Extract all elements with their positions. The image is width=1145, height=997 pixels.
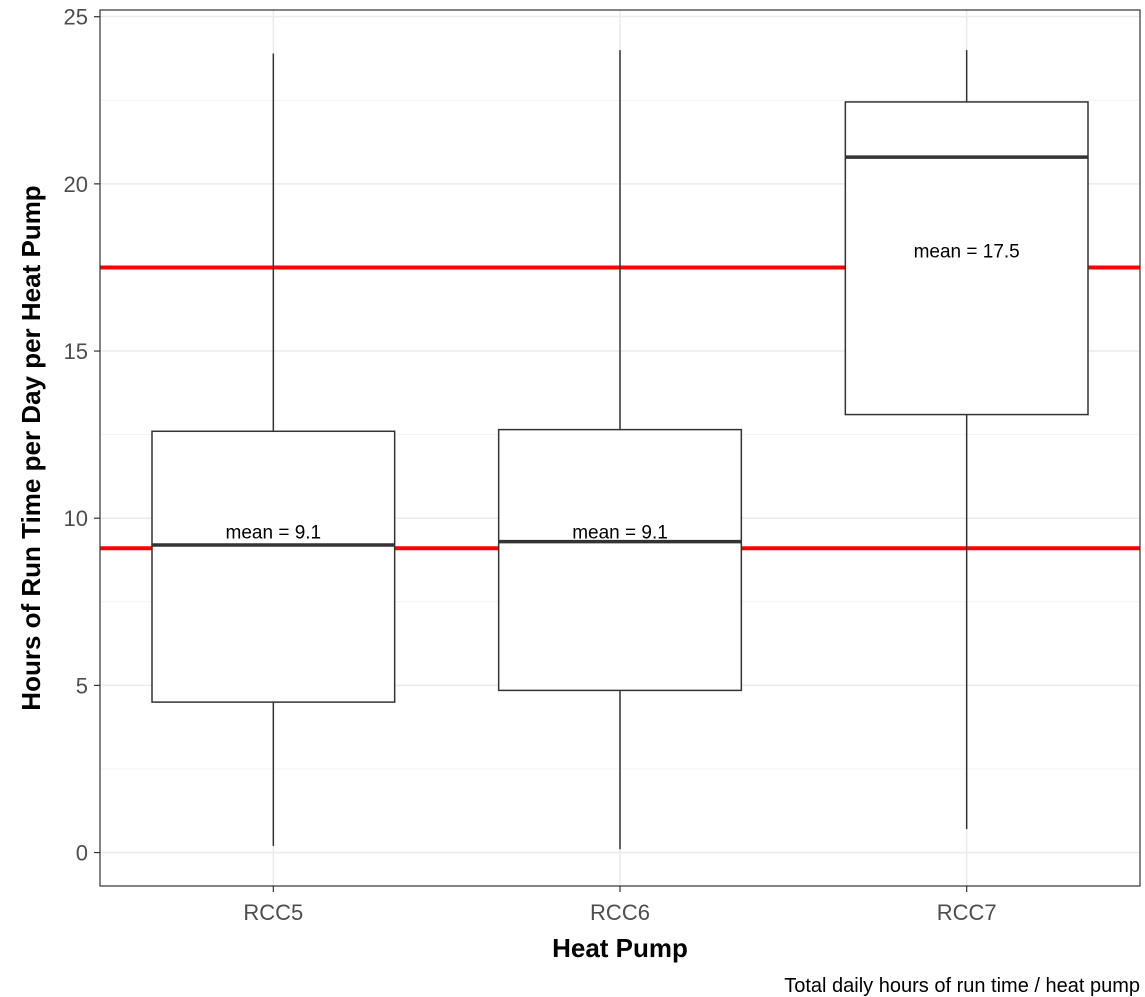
y-axis-title: Hours of Run Time per Day per Heat Pump (16, 185, 46, 710)
y-tick-label: 5 (76, 673, 88, 698)
mean-label: mean = 9.1 (572, 522, 668, 543)
y-tick-label: 20 (64, 172, 88, 197)
x-tick-label: RCC7 (937, 900, 997, 925)
y-tick-label: 25 (64, 5, 88, 30)
y-tick-label: 15 (64, 339, 88, 364)
box-rcc6 (497, 428, 743, 692)
mean-labels: mean = 9.1 mean = 9.1 mean = 17.5 (226, 241, 1020, 543)
y-tick-label: 10 (64, 506, 88, 531)
boxes (151, 50, 1089, 850)
x-tick-label: RCC6 (590, 900, 650, 925)
axes: 0 5 10 15 20 25 RCC5 RCC6 RCC7 (64, 5, 997, 925)
mean-label: mean = 9.1 (226, 522, 322, 543)
y-tick-label: 0 (76, 841, 88, 866)
chart-caption: Total daily hours of run time / heat pum… (784, 975, 1140, 997)
x-tick-label: RCC5 (243, 900, 303, 925)
box-rcc7 (844, 101, 1089, 416)
box-rcc5 (151, 430, 396, 703)
x-axis-title: Heat Pump (552, 933, 688, 963)
mean-label: mean = 17.5 (914, 241, 1020, 262)
